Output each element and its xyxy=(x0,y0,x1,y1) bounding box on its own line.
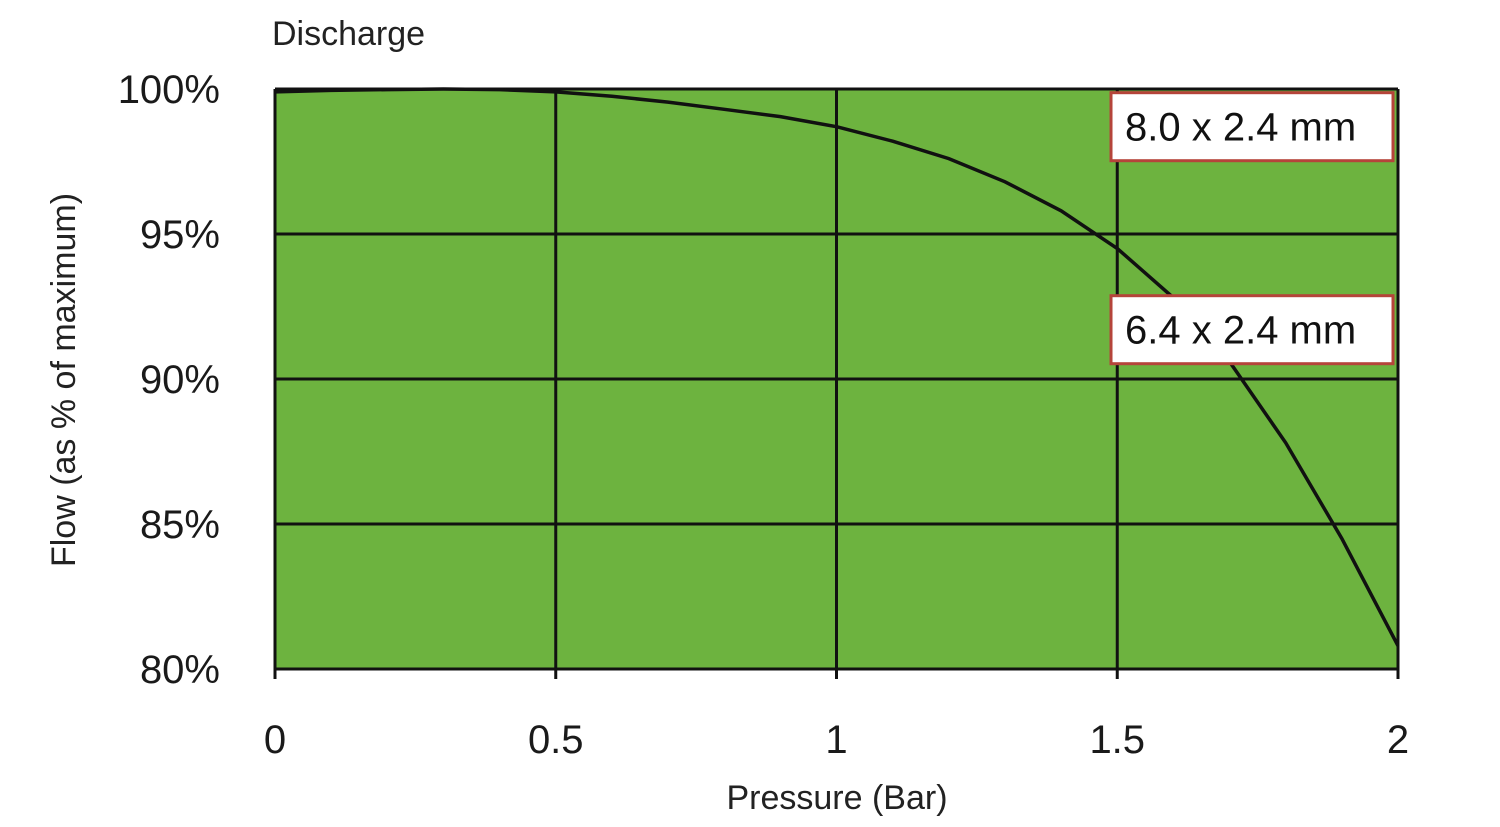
y-tick-label: 85% xyxy=(140,503,220,547)
x-tick-label: 0.5 xyxy=(528,718,584,762)
y-tick-label: 95% xyxy=(140,213,220,257)
annotation-box: 8.0 x 2.4 mm xyxy=(1109,91,1395,163)
x-tick-label: 1.5 xyxy=(1089,718,1145,762)
x-tick-labels: 0 0.5 1 1.5 2 xyxy=(264,718,1409,762)
annotation-box: 6.4 x 2.4 mm xyxy=(1109,294,1395,366)
annotation-label: 8.0 x 2.4 mm xyxy=(1125,106,1356,150)
y-tick-label: 100% xyxy=(118,68,220,112)
y-tick-label: 90% xyxy=(140,358,220,402)
x-tick-label: 0 xyxy=(264,718,286,762)
grid-lines xyxy=(273,87,1400,679)
annotation-frame xyxy=(1109,294,1395,366)
annotation-label: 6.4 x 2.4 mm xyxy=(1125,309,1356,353)
y-axis-label: Flow (as % of maximum) xyxy=(45,193,83,567)
x-tick-label: 2 xyxy=(1387,718,1409,762)
annotations: 8.0 x 2.4 mm 6.4 x 2.4 mm xyxy=(1109,91,1395,366)
y-tick-label: 80% xyxy=(140,648,220,692)
annotation-frame xyxy=(1109,91,1395,163)
x-axis-label: Pressure (Bar) xyxy=(726,779,947,817)
y-tick-labels: 100% 95% 90% 85% 80% xyxy=(118,68,220,692)
x-tick-label: 1 xyxy=(825,718,847,762)
chart-title: Discharge xyxy=(272,15,425,53)
